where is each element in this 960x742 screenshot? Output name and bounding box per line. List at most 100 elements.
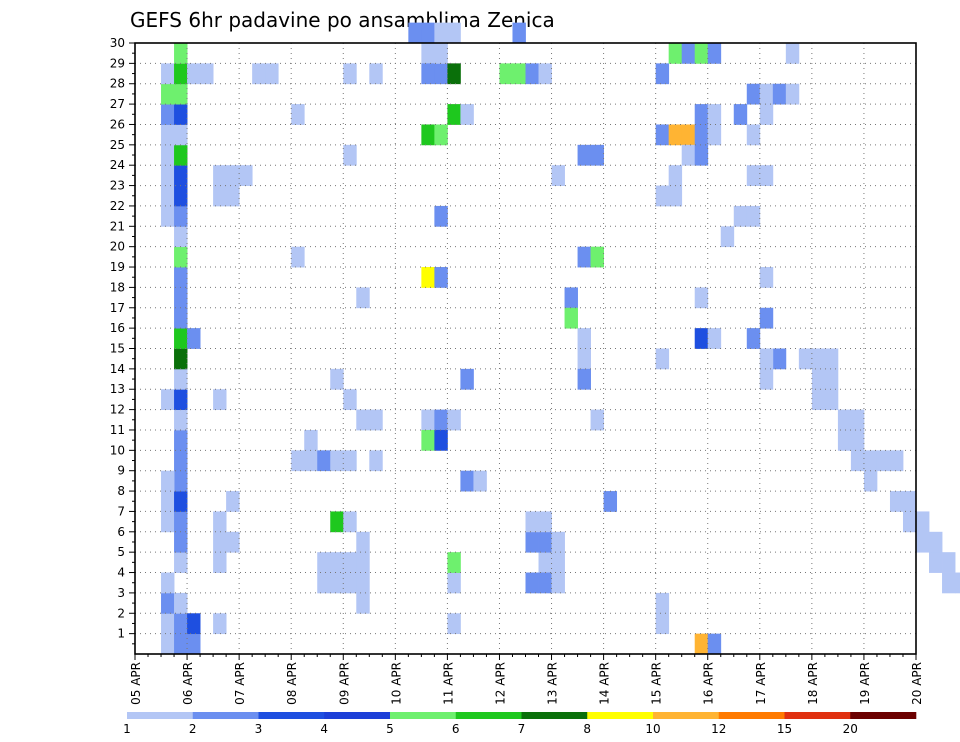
heatmap-cell [694,124,709,146]
heatmap-cell [434,205,448,227]
heatmap-cell [174,104,188,125]
heatmap-cell [187,633,201,655]
heatmap-cell [200,63,214,85]
heatmap-cell [174,63,188,85]
heatmap-cell [707,43,722,64]
y-tick-label: 5 [117,545,125,559]
colorbar-label: 8 [583,722,591,736]
heatmap-cell [343,552,357,573]
heatmap-cell [174,124,188,146]
heatmap-cell [161,633,175,655]
heatmap-cell [590,246,604,268]
heatmap-cell [577,348,591,370]
heatmap-cell [434,267,448,288]
heatmap-cell [538,511,552,533]
heatmap-cell [161,389,175,410]
heatmap-cell [447,572,461,594]
heatmap-cell [694,104,709,125]
heatmap-cell [330,572,344,594]
heatmap-cell [785,43,800,64]
heatmap-cell [564,307,578,329]
heatmap-cell [356,409,370,431]
heatmap-cell [421,429,435,451]
y-tick-label: 22 [110,199,125,213]
heatmap-cell [317,552,331,573]
heatmap-cell [759,348,774,370]
y-tick-label: 24 [110,158,125,172]
heatmap-cell [916,531,930,553]
heatmap-cell [655,185,670,207]
heatmap-cell [174,205,188,227]
x-tick-label: 16 APR [702,662,716,705]
colorbar-label: 7 [518,722,526,736]
heatmap-cell [733,205,748,227]
heatmap-cell [655,124,670,146]
heatmap-cell [330,511,344,533]
heatmap-cell [772,348,787,370]
heatmap-cell [460,470,474,492]
heatmap-cell [213,613,227,635]
heatmap-cell [525,572,539,594]
heatmap-cell [356,572,370,594]
colorbar-label: 20 [843,722,858,736]
heatmap-cell [603,491,618,512]
heatmap-cell [161,144,175,166]
heatmap-cell [681,124,696,146]
heatmap-cell [876,450,891,472]
heatmap-cell [551,552,565,573]
colorbar-segment [192,712,259,719]
heatmap-cell [421,43,435,64]
heatmap-cell [447,22,461,44]
heatmap-cell [174,307,188,329]
colorbar-label: 5 [386,722,394,736]
heatmap-cell [174,429,188,451]
heatmap-cell [174,511,188,533]
heatmap-cells [161,22,960,655]
heatmap-cell [525,511,539,533]
colorbar-label: 12 [711,722,726,736]
heatmap-cell [317,572,331,594]
heatmap-cell [889,450,904,472]
heatmap-cell [161,63,175,85]
heatmap-cell [161,592,175,614]
y-tick-label: 8 [117,484,125,498]
colorbar-segment [587,712,654,719]
heatmap-cell [759,307,774,329]
heatmap-cell [746,328,761,349]
y-tick-label: 15 [110,342,125,356]
heatmap-cell [811,348,826,370]
colorbar-segment [258,712,325,719]
heatmap-cell [174,246,188,268]
heatmap-cell [343,511,357,533]
heatmap-cell [213,552,227,573]
x-axis: 05 APR 06 APR 07 APR 08 APR 09 APR 10 APR 11 A… [129,654,924,705]
heatmap-cell [161,511,175,533]
heatmap-cell [824,368,839,390]
heatmap-cell [499,63,513,85]
heatmap-cell [746,205,761,227]
y-tick-label: 9 [117,464,125,478]
heatmap-cell [213,389,227,410]
heatmap-cell [330,450,344,472]
heatmap-cell [577,144,591,166]
colorbar-segment [784,712,851,719]
heatmap-cell [707,104,722,125]
heatmap-cell [161,470,175,492]
heatmap-cell [824,389,839,410]
heatmap-cell [174,287,188,309]
heatmap-cell [421,267,435,288]
heatmap-cell [811,368,826,390]
heatmap-cell [837,429,852,451]
heatmap-cell [174,633,188,655]
y-tick-label: 18 [110,280,125,294]
heatmap-cell [291,450,305,472]
heatmap-cell [161,165,175,186]
heatmap-cell [187,328,201,349]
heatmap-cell [577,246,591,268]
heatmap-cell [226,165,240,186]
y-tick-label: 1 [117,627,125,641]
heatmap-cell [538,63,552,85]
heatmap-cell [785,83,800,105]
colorbar-label: 10 [645,722,660,736]
heatmap-cell [694,328,709,349]
